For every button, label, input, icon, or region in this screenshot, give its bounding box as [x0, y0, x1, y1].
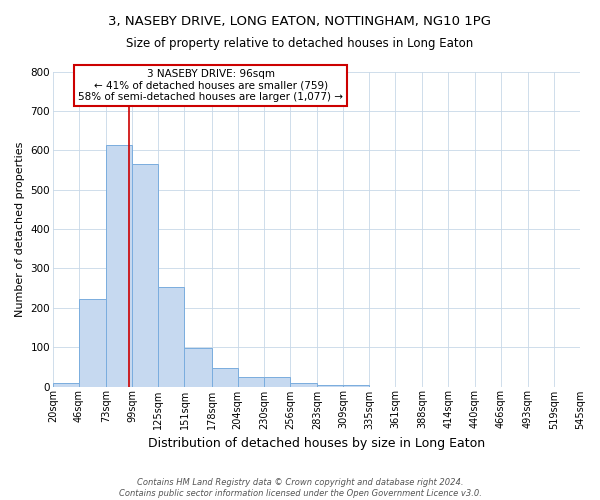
Bar — [158, 288, 184, 386]
Bar — [290, 382, 317, 386]
Bar — [264, 378, 290, 386]
Text: 3, NASEBY DRIVE, LONG EATON, NOTTINGHAM, NG10 1PG: 3, NASEBY DRIVE, LONG EATON, NOTTINGHAM,… — [109, 15, 491, 28]
Bar — [184, 348, 212, 387]
Text: Size of property relative to detached houses in Long Eaton: Size of property relative to detached ho… — [127, 38, 473, 51]
Bar — [238, 378, 264, 386]
Bar — [53, 382, 79, 386]
Bar — [79, 298, 106, 386]
Text: 3 NASEBY DRIVE: 96sqm
← 41% of detached houses are smaller (759)
58% of semi-det: 3 NASEBY DRIVE: 96sqm ← 41% of detached … — [78, 68, 343, 102]
Text: Contains HM Land Registry data © Crown copyright and database right 2024.
Contai: Contains HM Land Registry data © Crown c… — [119, 478, 481, 498]
Bar — [106, 144, 132, 386]
X-axis label: Distribution of detached houses by size in Long Eaton: Distribution of detached houses by size … — [148, 437, 485, 450]
Bar — [132, 164, 158, 386]
Bar — [212, 368, 238, 386]
Y-axis label: Number of detached properties: Number of detached properties — [15, 142, 25, 316]
Bar — [343, 384, 369, 386]
Bar — [317, 384, 343, 386]
